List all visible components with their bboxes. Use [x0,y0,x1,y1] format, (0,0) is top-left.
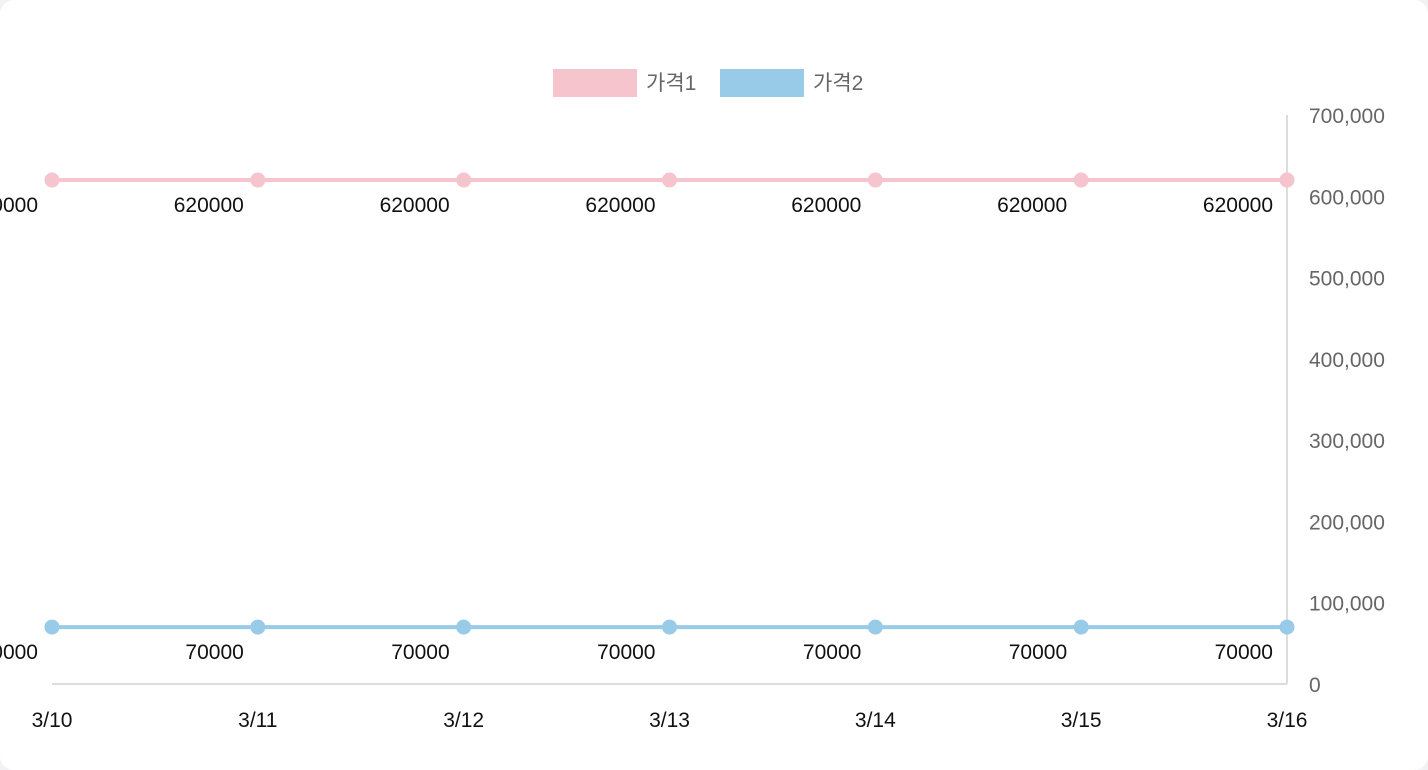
data-label: 620000 [174,194,244,217]
y-tick-label: 500,000 [1309,268,1385,291]
data-point [44,172,60,188]
data-label: 70000 [803,641,861,664]
y-tick-label: 700,000 [1309,105,1385,128]
data-label: 70000 [1009,641,1067,664]
data-point [456,619,472,635]
x-tick-label: 3/11 [238,709,277,732]
data-point [456,172,472,188]
x-tick-label: 3/10 [32,709,73,732]
data-label: 70000 [597,641,655,664]
data-point [867,172,883,188]
y-tick-label: 300,000 [1309,430,1385,453]
data-point [250,619,266,635]
x-tick-label: 3/16 [1267,709,1308,732]
y-tick-label: 0 [1309,674,1321,697]
x-tick-label: 3/13 [649,709,690,732]
data-label: 70000 [391,641,449,664]
data-point [1279,619,1295,635]
data-label: 70000 [185,641,243,664]
x-tick-label: 3/14 [855,709,896,732]
y-tick-label: 200,000 [1309,511,1385,534]
data-point [1279,172,1295,188]
data-label: 620000 [585,194,655,217]
data-label: 620000 [1203,194,1273,217]
y-tick-label: 600,000 [1309,186,1385,209]
y-tick-label: 400,000 [1309,349,1385,372]
data-label: 70000 [0,641,38,664]
data-label: 70000 [1215,641,1273,664]
data-label: 620000 [0,194,38,217]
x-tick-label: 3/15 [1061,709,1102,732]
data-point [867,619,883,635]
data-label: 620000 [791,194,861,217]
legend-label-1: 가격1 [646,72,696,95]
data-label: 620000 [997,194,1067,217]
x-tick-label: 3/12 [443,709,484,732]
data-point [662,619,677,635]
data-point [250,172,266,188]
data-point [44,619,60,635]
y-tick-label: 100,000 [1309,593,1385,616]
legend-label-2: 가격2 [813,72,863,95]
data-label: 620000 [380,194,450,217]
data-point [662,172,677,188]
legend-swatch-1 [553,69,637,97]
legend-swatch-2 [720,69,804,97]
data-point [1073,619,1089,635]
data-point [1073,172,1089,188]
